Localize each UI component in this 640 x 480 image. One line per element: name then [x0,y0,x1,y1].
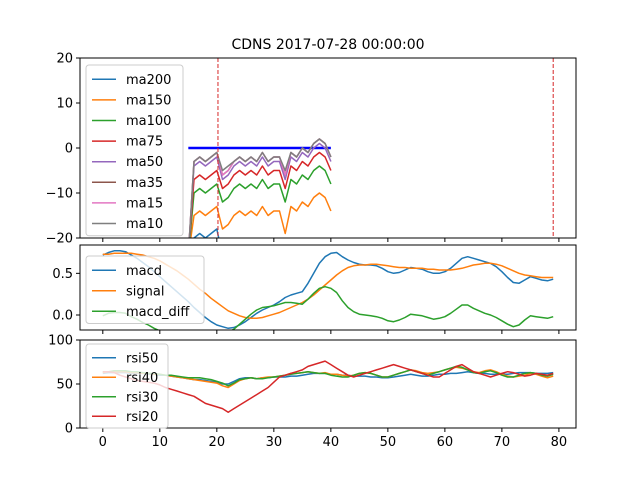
x-tick-label: 10 [152,435,169,450]
series-line-ma75 [188,151,332,238]
legend-entry-ma100: ma100 [126,114,171,129]
legend-entry-ma200: ma200 [126,73,171,88]
y-tick-label: 0.5 [52,267,73,282]
legend-entry-rsi50: rsi50 [126,351,158,366]
legend-entry-ma75: ma75 [126,135,163,150]
series-line-ma200 [193,228,220,238]
y-tick-label: 0 [65,422,73,437]
y-tick-label: 0.0 [52,309,73,324]
legend-entry-rsi30: rsi30 [126,390,158,405]
y-tick-label: 100 [48,334,73,349]
legend-entry-ma15: ma15 [126,196,163,211]
legend-entry-ma50: ma50 [126,155,163,170]
panel-1: −20−1001020ma200ma150ma100ma75ma50ma35ma… [46,52,577,247]
x-tick-label: 40 [323,435,340,450]
x-tick-label: 70 [494,435,511,450]
x-tick-label: 30 [266,435,283,450]
x-tick-label: 0 [99,435,107,450]
y-tick-label: 50 [56,378,73,393]
y-tick-label: 0 [65,142,73,157]
axes-frame [79,244,577,331]
legend-entry-macd: macd [126,264,162,279]
series-line-rsi20 [102,360,554,413]
chart-title: CDNS 2017-07-28 00:00:00 [231,37,424,53]
y-tick-label: −20 [46,232,73,247]
legend: rsi50 rsi40 rsi30 rsi20 [85,343,169,429]
x-tick-label: 50 [380,435,397,450]
legend-entry-ma150: ma150 [126,93,171,108]
legend: ma200 ma150 ma100 ma75 ma50 ma35 ma15 ma10 [85,64,184,237]
series-line-ma150 [190,192,332,238]
series-line-macd_diff [102,285,554,330]
y-tick-label: −10 [46,187,73,202]
y-tick-label: 10 [56,97,73,112]
series-line-ma100 [189,165,332,238]
legend-entry-ma10: ma10 [126,217,163,232]
panel-2: 0.0 0.5 macd signal macd_diff [52,244,577,334]
legend-entry-rsi40: rsi40 [126,371,158,386]
x-tick-label: 60 [437,435,454,450]
x-tick-label: 80 [551,435,568,450]
legend-entry-ma35: ma35 [126,176,163,191]
series-line-ma10 [188,138,332,238]
legend-entry-signal: signal [126,284,164,299]
y-tick-label: 20 [56,52,73,67]
series-line-ma50 [188,142,332,238]
x-tick-label: 20 [209,435,226,450]
legend-entry-macd_diff: macd_diff [126,305,190,320]
legend-entry-rsi20: rsi20 [126,410,158,425]
legend: macd signal macd_diff [85,255,205,324]
